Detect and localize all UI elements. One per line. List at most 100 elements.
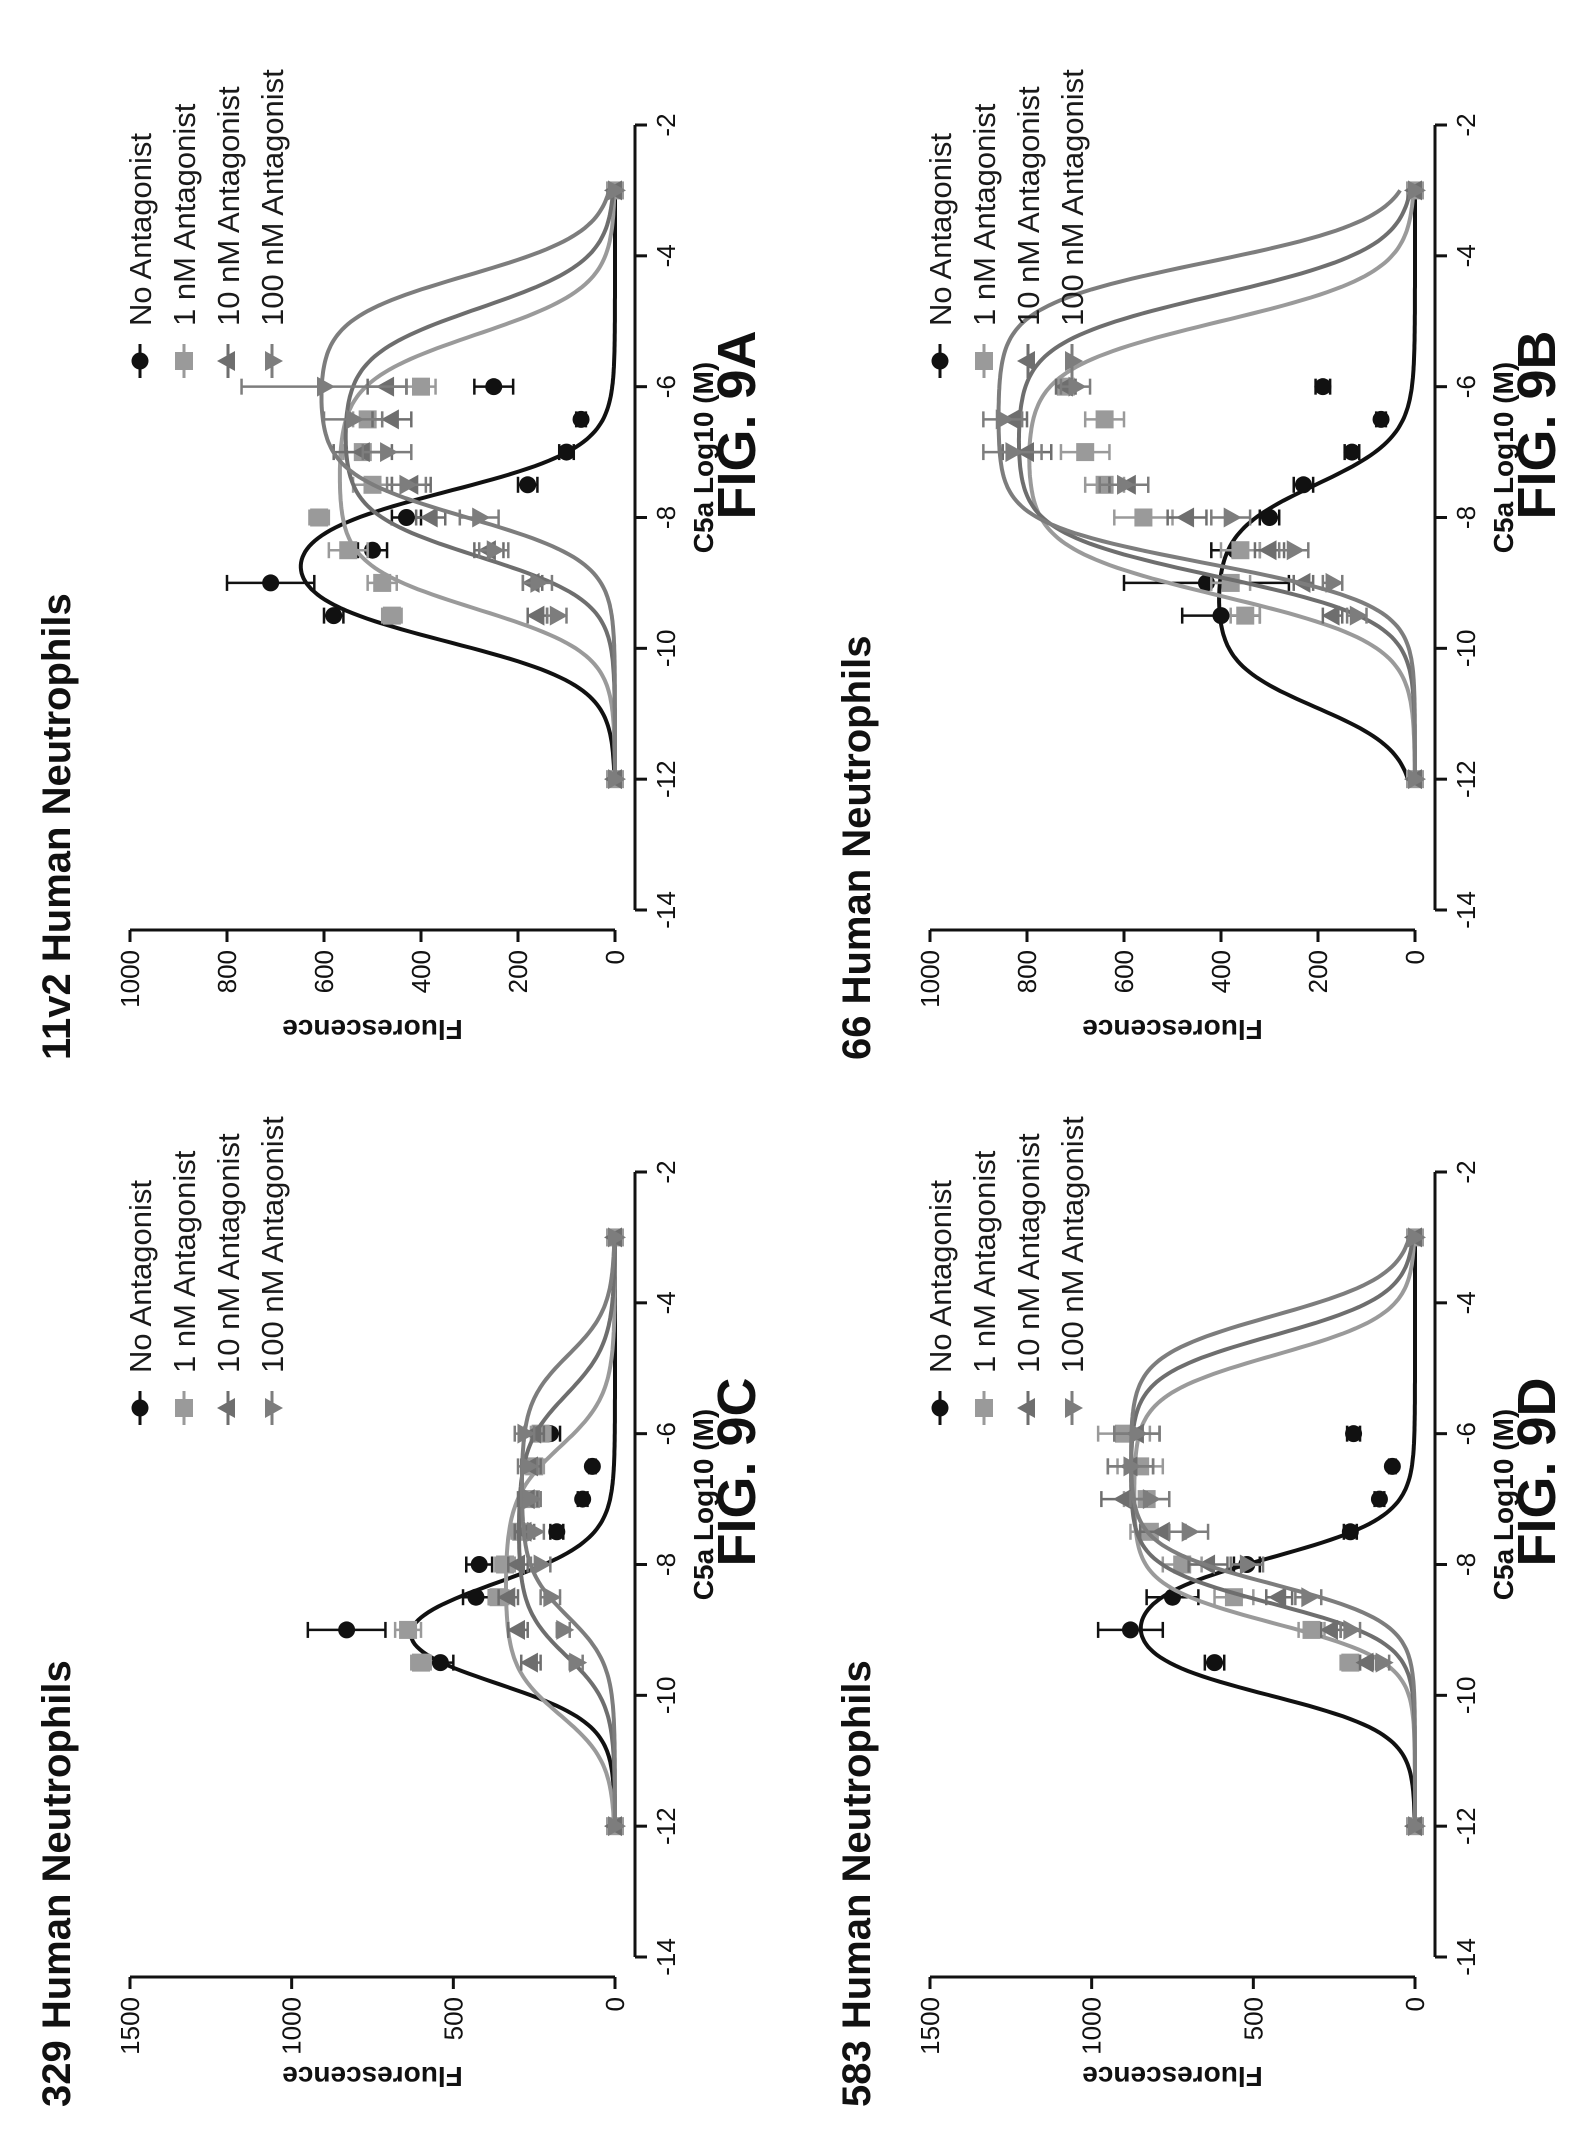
plot-area xyxy=(306,1227,626,1837)
data-point xyxy=(1236,606,1255,625)
y-tick-label: 0 xyxy=(1400,1997,1430,2011)
legend-marker-swatch xyxy=(175,1399,193,1417)
y-tick-label: 1000 xyxy=(915,950,945,1008)
y-axis-label: Fluorescence xyxy=(282,2061,463,2092)
legend-item: 10 nM Antagonist xyxy=(1011,86,1046,378)
x-tick-label: -10 xyxy=(651,1677,681,1715)
data-point xyxy=(1113,1489,1131,1510)
y-tick-label: 1000 xyxy=(1077,1997,1107,2055)
data-point xyxy=(569,1652,588,1673)
x-tick-label: -6 xyxy=(651,375,681,398)
x-tick-label: -6 xyxy=(1451,1422,1481,1445)
data-point xyxy=(1314,378,1332,396)
data-point xyxy=(519,476,537,494)
legend-item: 100 nM Antagonist xyxy=(255,69,290,378)
fit-curve-line xyxy=(996,189,1417,780)
data-point xyxy=(1302,1620,1321,1639)
legend-marker-swatch xyxy=(1017,1398,1035,1418)
legend-marker-swatch xyxy=(265,1398,283,1418)
plot-area xyxy=(982,180,1426,790)
series-0 xyxy=(225,181,624,788)
data-point xyxy=(1286,540,1305,561)
data-point xyxy=(556,1619,575,1640)
data-point xyxy=(517,1423,536,1444)
y-tick-label: 400 xyxy=(406,950,436,993)
data-point xyxy=(346,409,365,430)
figure-label: FIG. 9A xyxy=(707,330,767,519)
data-point xyxy=(373,573,392,592)
legend-label: 100 nM Antagonist xyxy=(255,1116,290,1373)
y-tick-label: 1500 xyxy=(115,1997,145,2055)
axes: 0 500 1000 1500 -14 -12 -10 -8 -6 -4 -2 C5a Log10 (… xyxy=(115,1160,719,2092)
x-tick-label: -12 xyxy=(651,760,681,798)
legend-label: No Antagonist xyxy=(123,1180,158,1373)
x-tick-label: -2 xyxy=(1451,1160,1481,1183)
x-tick-label: -10 xyxy=(1451,1677,1481,1715)
legend-marker-swatch xyxy=(975,352,993,370)
data-point xyxy=(1408,769,1426,790)
data-point xyxy=(1134,508,1153,527)
x-axis-label: C5a Log10 (M) xyxy=(688,362,719,553)
x-tick-label: -12 xyxy=(651,1807,681,1845)
data-point xyxy=(1325,572,1344,593)
x-tick-label: -14 xyxy=(651,1938,681,1976)
data-point xyxy=(412,1653,430,1672)
legend-item: No Antagonist xyxy=(923,1180,958,1425)
data-point xyxy=(1301,1587,1320,1608)
legend-item: 10 nM Antagonist xyxy=(211,1133,246,1425)
data-point xyxy=(1206,1654,1224,1672)
data-point xyxy=(1129,1423,1148,1444)
y-tick-label: 1000 xyxy=(277,1997,307,2055)
legend-item: 1 nM Antagonist xyxy=(167,1150,202,1425)
data-point xyxy=(526,605,545,626)
y-tick-label: 600 xyxy=(309,950,339,993)
data-point xyxy=(1117,474,1135,495)
x-tick-label: -6 xyxy=(1451,375,1481,398)
data-point xyxy=(486,540,505,561)
data-point xyxy=(543,1587,562,1608)
data-point xyxy=(1321,605,1340,626)
series-3 xyxy=(1106,1227,1426,1837)
data-point xyxy=(1173,1555,1192,1574)
legend-label: 100 nM Antagonist xyxy=(1055,69,1090,326)
data-point xyxy=(419,507,438,528)
fit-curve-line xyxy=(1217,190,1417,780)
legend-marker-swatch xyxy=(175,352,193,370)
figure-label: FIG. 9D xyxy=(1507,1377,1567,1566)
y-tick-label: 800 xyxy=(212,950,242,993)
data-point xyxy=(527,1521,546,1542)
data-point xyxy=(583,1457,601,1475)
y-tick-label: 400 xyxy=(1206,950,1236,993)
data-point xyxy=(574,1490,592,1508)
legend: No Antagonist 1 nM Antagonist 10 nM Antago… xyxy=(123,69,290,378)
legend-item: No Antagonist xyxy=(923,133,958,378)
x-tick-label: -2 xyxy=(1451,113,1481,136)
x-tick-label: -4 xyxy=(1451,244,1481,267)
data-point xyxy=(548,1523,566,1541)
fig-9b-chart: 66 Human Neutrophils FIG. 9B 0 200 400 600 800… xyxy=(835,69,1567,1060)
legend-marker-swatch xyxy=(1065,1398,1083,1418)
data-point xyxy=(533,1554,552,1575)
figure-label: FIG. 9C xyxy=(707,1377,767,1566)
x-axis-label: C5a Log10 (M) xyxy=(688,1409,719,1600)
legend-item: 100 nM Antagonist xyxy=(255,1116,290,1425)
x-tick-label: -8 xyxy=(1451,1553,1481,1576)
legend-label: 1 nM Antagonist xyxy=(967,103,1002,326)
plot-area xyxy=(1096,1227,1426,1837)
data-point xyxy=(496,1555,515,1574)
legend-item: 100 nM Antagonist xyxy=(1055,69,1090,378)
legend-marker-swatch xyxy=(217,351,235,371)
data-point xyxy=(1121,1621,1139,1639)
chart-title: 66 Human Neutrophils xyxy=(835,635,879,1060)
data-point xyxy=(1123,1456,1142,1477)
data-point xyxy=(1239,1554,1258,1575)
data-point xyxy=(608,180,626,201)
y-tick-label: 1500 xyxy=(915,1997,945,2055)
legend: No Antagonist 1 nM Antagonist 10 nM Antago… xyxy=(923,69,1090,378)
data-point xyxy=(1375,1652,1394,1673)
legend-label: 10 nM Antagonist xyxy=(1011,86,1046,326)
data-point xyxy=(1408,180,1426,201)
data-point xyxy=(558,443,575,461)
x-tick-label: -6 xyxy=(651,1422,681,1445)
